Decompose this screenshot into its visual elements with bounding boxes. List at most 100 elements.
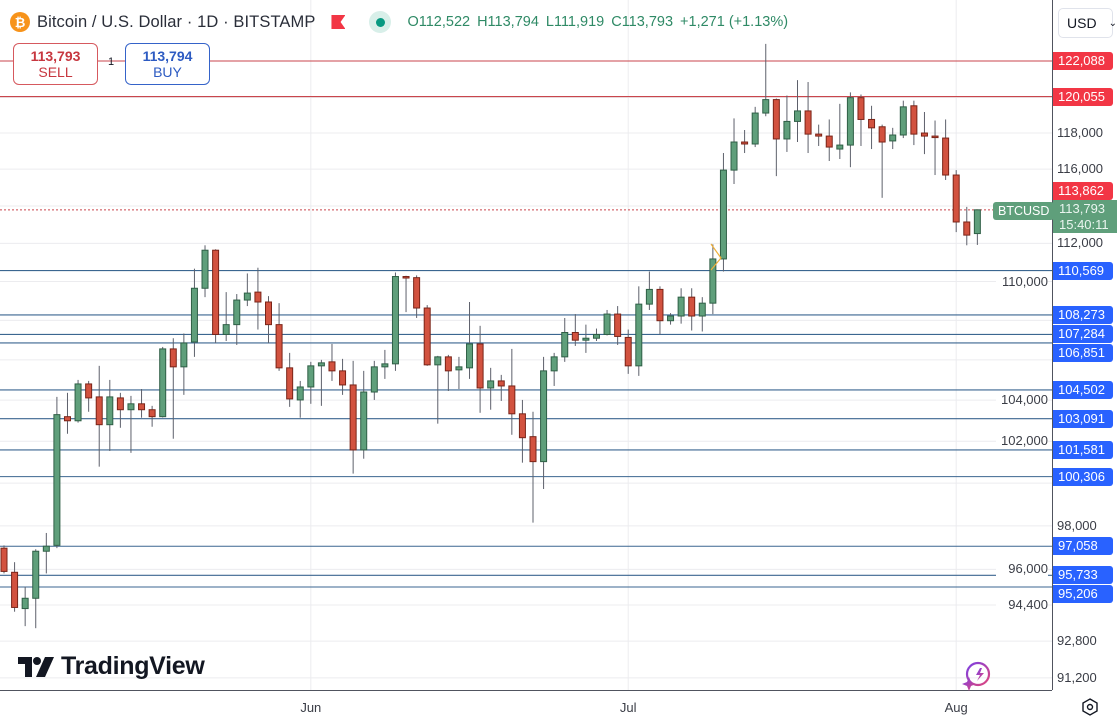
candle-up [603, 313, 611, 335]
candle-down [116, 397, 124, 411]
price-tick: 110,000 [996, 273, 1048, 290]
level-label-support: 95,206 [1053, 585, 1113, 604]
tradingview-logo[interactable]: TradingView [18, 652, 205, 681]
current-price-label: 113,793 15:40:11 [1053, 200, 1117, 233]
candle-down [402, 276, 410, 279]
candle-down [286, 367, 294, 400]
sell-label: SELL [38, 64, 73, 80]
candle-up [201, 249, 209, 289]
candle-up [466, 343, 474, 369]
bar-countdown: 15:40:11 [1059, 217, 1109, 232]
time-axis[interactable]: Jun Jul Aug [0, 690, 1052, 725]
sell-button[interactable]: 113,793 SELL [13, 43, 98, 85]
candle-up [233, 299, 241, 326]
candle-up [42, 545, 50, 552]
candle-up [846, 97, 854, 146]
candle-up [709, 258, 717, 304]
price-chart[interactable] [0, 0, 1052, 690]
flag-icon[interactable] [331, 15, 345, 29]
candle-down [497, 380, 505, 387]
candle-up [317, 362, 325, 367]
candle-up [370, 366, 378, 393]
candle-up [74, 383, 82, 422]
candle-down [815, 133, 823, 137]
candle-down [910, 105, 918, 135]
time-tick: Jun [300, 700, 322, 715]
candle-down [804, 110, 812, 135]
sparkle-assistant-icon[interactable] [960, 660, 992, 692]
price-tick: 91,200 [1057, 669, 1097, 685]
candle-up [127, 403, 135, 411]
level-label-support: 100,306 [1053, 467, 1113, 486]
buy-label: BUY [153, 64, 182, 80]
candle-down [85, 383, 93, 399]
candle-down [931, 135, 939, 139]
level-label-support: 101,581 [1053, 440, 1113, 459]
candle-down [857, 97, 865, 120]
candle-up [550, 356, 558, 372]
buy-price: 113,794 [142, 48, 193, 64]
candle-up [899, 106, 907, 136]
level-label-resistance: 120,055 [1053, 87, 1113, 106]
currency-select[interactable]: USD ⌄ [1058, 8, 1117, 38]
candle-up [455, 366, 463, 371]
symbol-title[interactable]: Bitcoin / U.S. Dollar · 1D · BITSTAMP [37, 12, 316, 31]
candle-down [878, 126, 886, 143]
close-value: C113,793 [611, 14, 674, 30]
settings-icon[interactable] [1081, 698, 1099, 716]
candle-down [212, 249, 220, 335]
candle-up [751, 112, 759, 145]
open-value: O112,522 [407, 14, 471, 30]
candle-up [561, 331, 569, 358]
candle-up [307, 365, 315, 388]
level-label-support: 95,733 [1053, 566, 1113, 585]
candle-up [391, 276, 399, 365]
candle-down [476, 343, 484, 389]
high-price-label: 113,862 [1053, 182, 1113, 200]
candle-up [360, 391, 368, 451]
candle-up [21, 597, 29, 610]
change-value: +1,271 (+1.13%) [680, 14, 789, 30]
candle-down [413, 277, 421, 309]
candle-up [667, 315, 675, 322]
price-tick: 92,800 [1057, 633, 1097, 649]
candle-up [719, 169, 727, 260]
price-tick: 98,000 [1057, 517, 1097, 533]
candle-down [265, 301, 272, 326]
current-price: 113,793 [1059, 201, 1106, 216]
candle-up [582, 337, 590, 341]
candle-up [296, 386, 304, 401]
candle-down [95, 396, 103, 426]
candle-up [180, 342, 188, 368]
watermark-text: TradingView [61, 652, 205, 680]
candle-down [339, 370, 347, 386]
candle-down [963, 221, 971, 236]
candle-up [106, 396, 114, 426]
candle-down [169, 348, 177, 368]
candle-up [762, 99, 770, 114]
bitcoin-icon: ₿ [10, 12, 30, 32]
price-tick: 102,000 [996, 433, 1048, 450]
currency-label: USD [1067, 15, 1097, 31]
candle-down [688, 296, 696, 317]
candle-down [529, 436, 537, 463]
candle-up [730, 141, 738, 171]
level-label-support: 106,851 [1053, 344, 1113, 363]
candle-down [11, 571, 19, 608]
price-tick: 112,000 [1057, 235, 1104, 251]
candle-down [571, 331, 579, 341]
price-tick: 116,000 [1057, 161, 1104, 177]
candle-up [243, 292, 251, 301]
candle-down [138, 403, 146, 411]
candle-down [772, 99, 780, 140]
candle-up [592, 333, 600, 339]
candle-up [635, 303, 643, 367]
price-tick: 94,400 [996, 596, 1048, 613]
level-label-support: 103,091 [1053, 409, 1113, 428]
candle-up [794, 110, 801, 122]
candle-up [540, 370, 548, 463]
price-tick: 104,000 [996, 392, 1048, 409]
buy-button[interactable]: 113,794 BUY [125, 43, 210, 85]
order-quantity: 1 [108, 56, 115, 68]
level-label-support: 108,273 [1053, 305, 1113, 324]
